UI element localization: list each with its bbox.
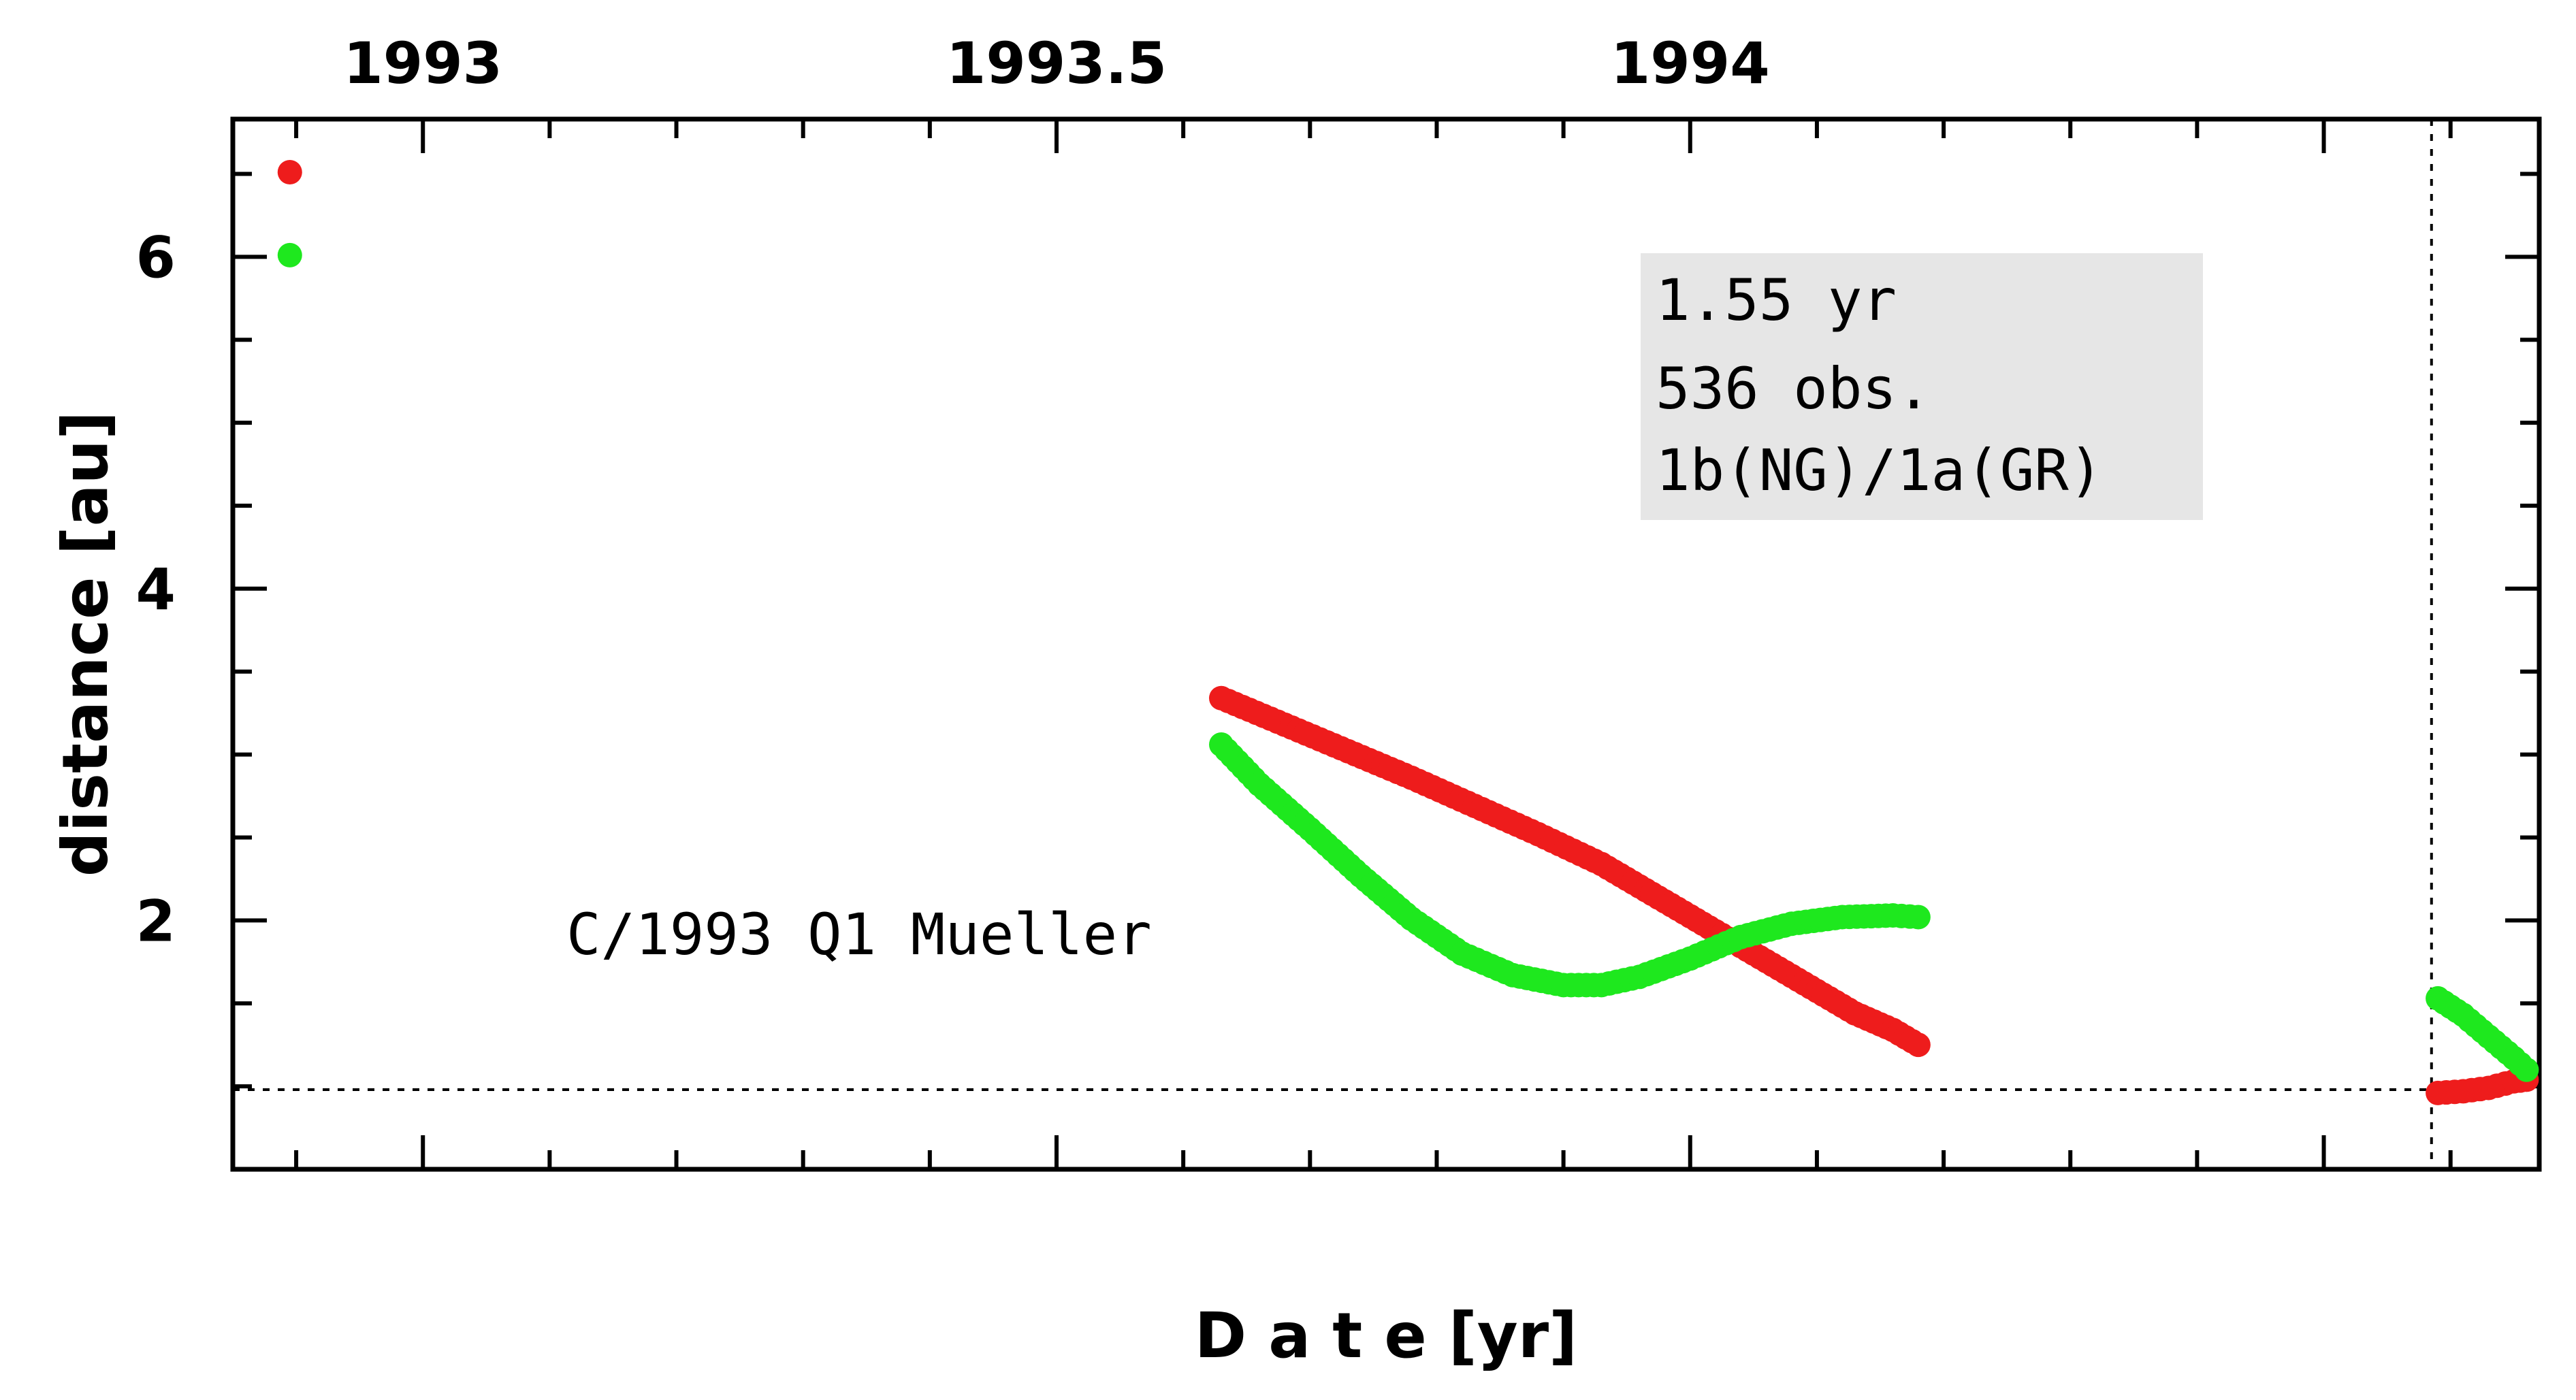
y-tick-label: 2 [136,888,176,954]
tick-labels: 1993 1993.5 1994 2 4 6 [136,30,1770,954]
x-tick-label: 1993 [343,30,502,97]
y-tick-label: 6 [136,224,176,291]
green-data-point [2514,1057,2539,1082]
annotation-box [1641,253,2203,520]
annotation-line-2: 536 obs. [1656,355,1931,422]
x-tick-label: 1993.5 [946,30,1167,97]
red-data-point [277,160,302,185]
x-axis-title: D a t e [yr] [1195,1299,1577,1372]
object-label: C/1993 Q1 Mueller [566,901,1152,968]
plot-frame [230,116,2542,1172]
annotation-line-1: 1.55 yr [1656,267,1897,333]
green-data-point [277,242,302,267]
data-points [277,160,2539,1105]
green-data-point [1905,905,1931,930]
red-data-point [1905,1032,1931,1058]
y-axis-title: distance [au] [49,411,122,877]
x-tick-label: 1994 [1611,30,1770,97]
y-tick-label: 4 [136,556,176,623]
annotation-line-3: 1b(NG)/1a(GR) [1656,437,2103,504]
